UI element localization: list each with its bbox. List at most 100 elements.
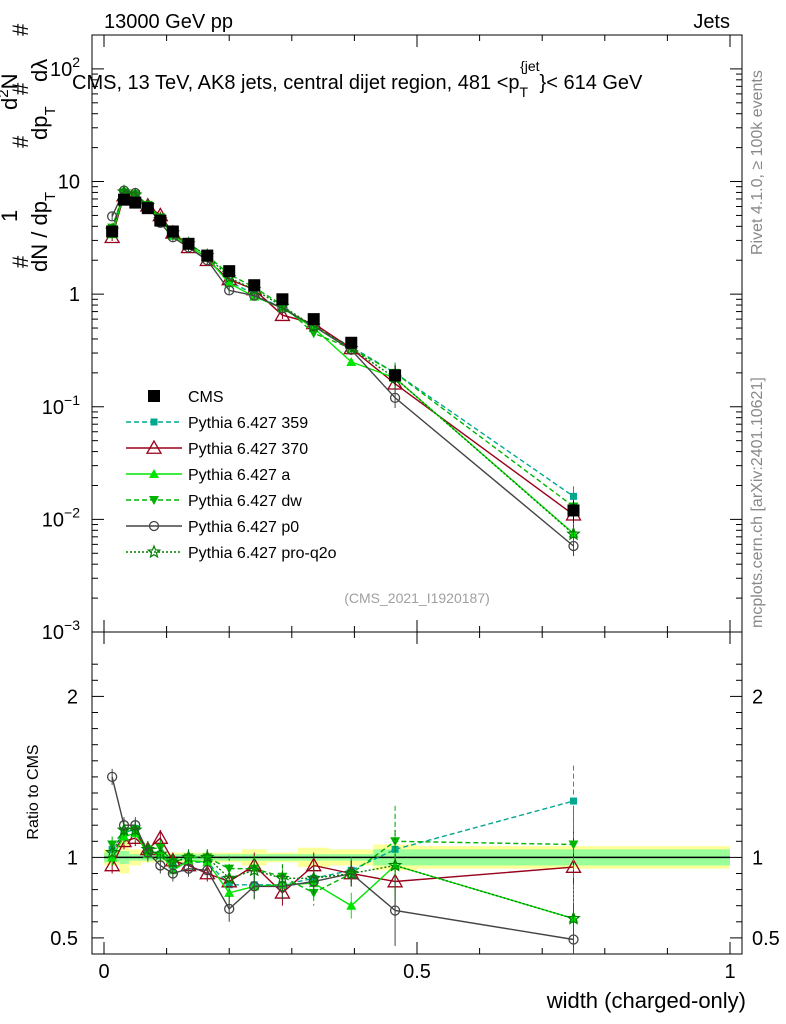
main-ylabel-hash4: # xyxy=(8,82,33,95)
legend-entry-cms: CMS xyxy=(148,389,224,406)
point-cms xyxy=(201,249,214,262)
ratio-point-pq2o xyxy=(344,865,359,880)
point-cms xyxy=(141,202,154,215)
legend-marker-cms xyxy=(148,390,160,402)
rivet-version-label: Rivet 4.1.0, ≥ 100k events xyxy=(749,70,766,255)
main-ylabel-dpt-text: dp xyxy=(27,116,52,140)
plot-title-end: }< 614 GeV xyxy=(540,72,644,94)
point-pp0 xyxy=(389,392,401,403)
plot-title-sub: T xyxy=(520,84,529,100)
legend-marker-pp0 xyxy=(148,520,160,532)
legend-entry-pdw: Pythia 6.427 dw xyxy=(126,493,302,510)
main-ylabel-2: 2 xyxy=(0,89,12,97)
ratio-point-p370 xyxy=(104,857,121,872)
series-pa xyxy=(107,188,579,544)
legend-marker-p359 xyxy=(150,418,158,426)
ratio-point-pp0 xyxy=(155,860,166,871)
ratio-y-tick-label-left: 2 xyxy=(67,686,78,708)
main-y-tick-base: 10 xyxy=(42,622,64,644)
ratio-y-tick-label-left: 0.5 xyxy=(50,928,78,950)
point-cms xyxy=(154,214,167,227)
main-ylabel-hash: # xyxy=(8,255,33,268)
point-pa xyxy=(346,356,357,366)
ratio-y-tick-label-left: 1 xyxy=(67,847,78,869)
main-ylabel-one: 1 xyxy=(0,210,22,222)
main-ylabel-d2n: d2N xyxy=(0,74,22,110)
main-ylabel-n: N xyxy=(0,74,22,90)
ratio-point-pq2o xyxy=(181,849,196,864)
main-panel-frame xyxy=(91,34,743,633)
ratio-point-pq2o xyxy=(128,822,143,837)
point-pp0 xyxy=(106,211,118,222)
point-cms xyxy=(276,293,289,306)
ratio-point-pq2o xyxy=(387,857,403,872)
ratio-series-pq2o xyxy=(104,821,581,954)
ratio-point-pq2o xyxy=(165,854,181,869)
main-ylabel-hash2: # xyxy=(8,135,33,148)
plot-title-text: CMS, 13 TeV, AK8 jets, central dijet reg… xyxy=(72,72,520,94)
x-tick-label: 0.5 xyxy=(403,961,431,983)
ratio-point-pq2o xyxy=(140,841,156,856)
ratio-point-pa xyxy=(224,887,235,897)
energy-label: 13000 GeV pp xyxy=(104,11,233,33)
main-y-tick-base: 1 xyxy=(69,284,80,306)
main-ylabel-text: # xyxy=(8,255,33,268)
ratio-point-pq2o xyxy=(104,844,120,859)
main-y-tick-label: 102 xyxy=(50,54,80,81)
ratio-point-pdw xyxy=(249,864,260,874)
main-ylabel: # 1 dN / dpT # d2N dpT # dλ # xyxy=(0,23,59,272)
x-tick-label: 1 xyxy=(724,961,735,983)
legend-marker-pa xyxy=(149,469,159,478)
main-y-tick-base: 10 xyxy=(42,397,64,419)
legend-label-p370: Pythia 6.427 370 xyxy=(188,441,308,458)
main-ylabel-dn: dN / dpT xyxy=(27,192,59,272)
ratio-point-pq2o xyxy=(566,910,581,925)
main-y-tick-exp: −3 xyxy=(64,617,80,633)
legend-entry-p359: Pythia 6.427 359 xyxy=(126,415,308,432)
category-label: Jets xyxy=(693,11,730,33)
legend-label-pa: Pythia 6.427 a xyxy=(188,467,290,484)
main-y-tick-label: 10−1 xyxy=(42,392,80,419)
main-y-tick-exp: 2 xyxy=(72,54,80,70)
main-ylabel-dpt-sub: T xyxy=(42,106,59,115)
ratio-point-pq2o xyxy=(246,862,262,877)
ratio-point-pp0 xyxy=(202,865,213,876)
plot-title: CMS, 13 TeV, AK8 jets, central dijet reg… xyxy=(72,58,643,100)
ratio-line-pq2o xyxy=(111,829,574,920)
point-cms xyxy=(248,279,261,292)
ratio-point-pp0 xyxy=(106,771,118,783)
main-y-tick-label: 10 xyxy=(58,172,80,194)
ratio-point-pdw xyxy=(224,864,235,874)
ratio-panel-frame xyxy=(91,631,743,955)
point-cms xyxy=(182,237,195,250)
series-line-pp0 xyxy=(111,189,574,547)
main-ylabel-dpt: dpT xyxy=(27,106,59,140)
series-line-pa xyxy=(111,192,574,535)
point-p370 xyxy=(274,306,291,322)
point-cms xyxy=(345,336,358,349)
x-tick-label: 0 xyxy=(98,961,109,983)
legend-label-pdw: Pythia 6.427 dw xyxy=(188,493,302,510)
main-y-tick-exp: −1 xyxy=(64,392,80,408)
point-pdw xyxy=(308,329,319,339)
main-y-tick-label: 10−3 xyxy=(42,617,80,644)
point-pa xyxy=(224,278,235,288)
ratio-y-tick-label-right: 1 xyxy=(752,847,763,869)
ratio-point-p359 xyxy=(570,797,577,805)
point-cms xyxy=(307,313,320,326)
point-cms xyxy=(389,369,402,382)
ratio-y-tick-label-right: 2 xyxy=(752,686,763,708)
ratio-point-pq2o xyxy=(306,870,321,885)
legend-marker-pdw xyxy=(149,496,159,505)
mcplots-label: mcplots.cern.ch [arXiv:2401.10621] xyxy=(749,377,766,628)
legend-entry-pp0: Pythia 6.427 p0 xyxy=(126,519,299,536)
ratio-point-pa xyxy=(346,900,357,910)
legend-label-pp0: Pythia 6.427 p0 xyxy=(188,519,299,536)
ratio-point-pdw xyxy=(390,837,401,847)
series-cms xyxy=(106,193,580,521)
point-cms xyxy=(166,225,179,238)
point-pp0 xyxy=(224,285,235,296)
ratio-point-pp0 xyxy=(183,863,194,874)
ratio-series-pa xyxy=(107,825,579,954)
